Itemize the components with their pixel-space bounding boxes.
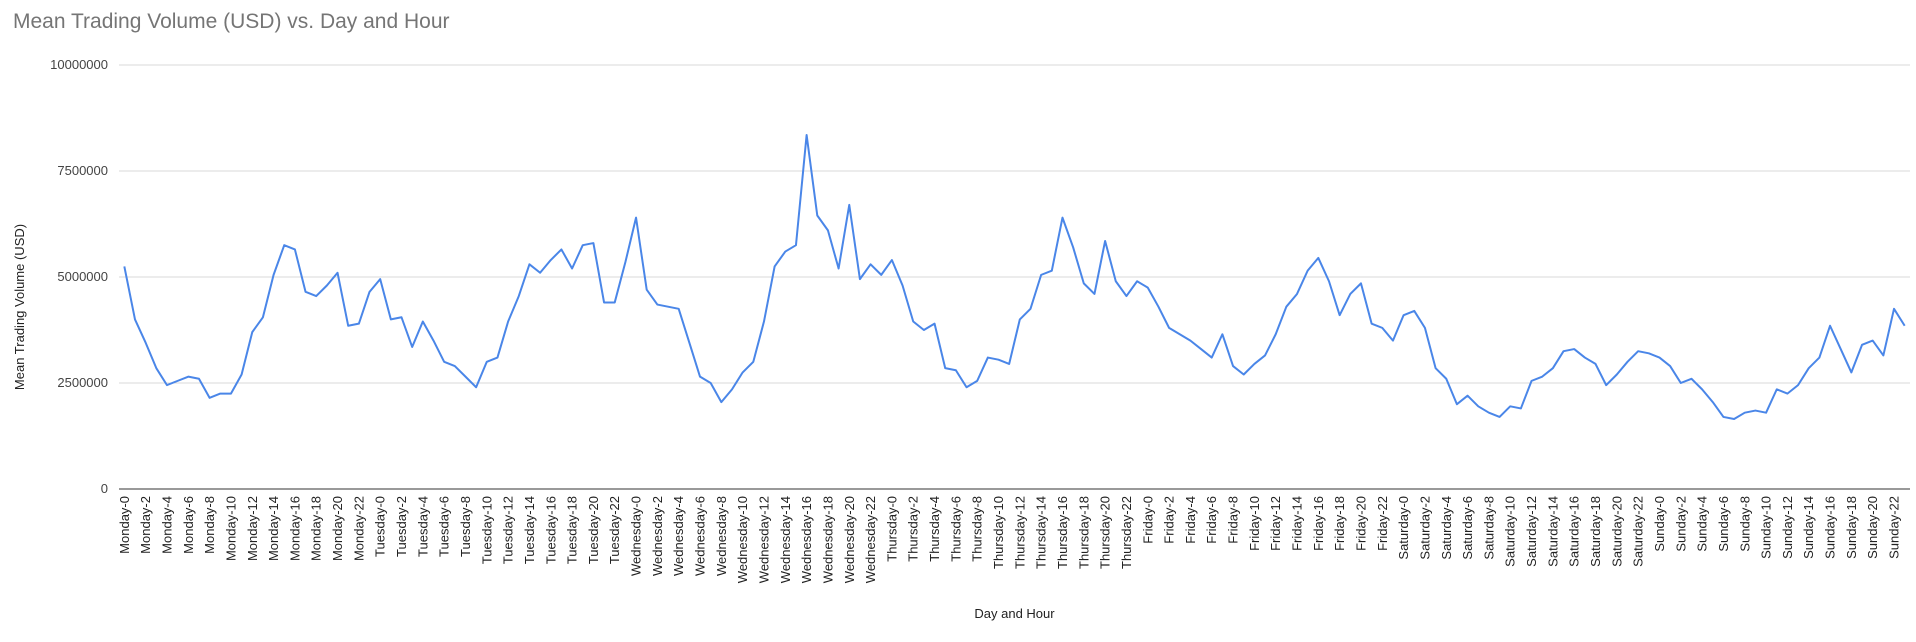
x-tick-label: Saturday-18 — [1588, 496, 1603, 567]
x-tick-label: Tuesday-16 — [543, 496, 558, 564]
series-layer — [123, 133, 1906, 421]
x-tick-label: Sunday-20 — [1865, 496, 1880, 559]
x-tick-label: Friday-12 — [1268, 496, 1283, 551]
x-tick-label: Saturday-8 — [1481, 496, 1496, 560]
x-tick-label: Sunday-2 — [1673, 496, 1688, 552]
x-tick-label: Saturday-20 — [1609, 496, 1624, 567]
x-tick-label: Tuesday-14 — [522, 496, 537, 564]
x-tick-label: Wednesday-10 — [735, 496, 750, 583]
x-tick-label: Sunday-8 — [1737, 496, 1752, 552]
x-tick-label: Friday-18 — [1332, 496, 1347, 551]
x-tick-label: Sunday-10 — [1759, 496, 1774, 559]
chart-title: Mean Trading Volume (USD) vs. Day and Ho… — [13, 10, 450, 33]
x-tick-label: Sunday-6 — [1716, 496, 1731, 552]
x-tick-label: Thursday-0 — [884, 496, 899, 562]
y-tick-label: 2500000 — [57, 375, 108, 390]
x-tick-label: Monday-18 — [309, 496, 324, 561]
x-tick-label: Wednesday-14 — [778, 496, 793, 583]
x-tick-label: Thursday-12 — [1012, 496, 1027, 569]
x-tick-label: Thursday-4 — [927, 496, 942, 562]
x-tick-label: Tuesday-6 — [437, 496, 452, 557]
x-tick-label: Thursday-16 — [1055, 496, 1070, 569]
x-tick-label: Monday-22 — [351, 496, 366, 561]
x-tick-label: Friday-14 — [1290, 496, 1305, 551]
y-tick-label: 7500000 — [57, 163, 108, 178]
x-axis-title: Day and Hour — [974, 606, 1055, 621]
x-tick-label: Thursday-2 — [906, 496, 921, 562]
x-tick-label: Wednesday-4 — [671, 496, 686, 576]
y-tick-label: 10000000 — [50, 57, 108, 72]
x-tick-label: Tuesday-8 — [458, 496, 473, 557]
x-tick-label: Sunday-22 — [1887, 496, 1902, 559]
x-tick-label: Saturday-6 — [1460, 496, 1475, 560]
x-tick-label: Monday-2 — [138, 496, 153, 554]
y-tick-label: 5000000 — [57, 269, 108, 284]
x-tick-label: Saturday-16 — [1567, 496, 1582, 567]
x-tick-label: Tuesday-12 — [501, 496, 516, 564]
x-tick-label: Monday-10 — [223, 496, 238, 561]
x-tick-label: Friday-0 — [1140, 496, 1155, 544]
x-tick-label: Wednesday-16 — [799, 496, 814, 583]
x-tick-label: Monday-6 — [181, 496, 196, 554]
x-tick-label: Saturday-2 — [1417, 496, 1432, 560]
x-tick-label: Monday-12 — [245, 496, 260, 561]
x-tick-label: Friday-16 — [1311, 496, 1326, 551]
gridlines — [119, 64, 1910, 384]
x-tick-label: Sunday-0 — [1652, 496, 1667, 552]
x-tick-label: Saturday-14 — [1545, 496, 1560, 567]
x-tick-label: Tuesday-4 — [415, 496, 430, 557]
x-tick-label: Wednesday-20 — [842, 496, 857, 583]
x-tick-label: Thursday-8 — [970, 496, 985, 562]
x-tick-label: Monday-4 — [159, 496, 174, 554]
x-tick-label: Thursday-18 — [1076, 496, 1091, 569]
x-tick-label: Wednesday-12 — [756, 496, 771, 583]
series-line — [123, 133, 1906, 421]
x-tick-label: Sunday-18 — [1844, 496, 1859, 559]
x-tick-label: Tuesday-20 — [586, 496, 601, 564]
x-tick-label: Wednesday-18 — [820, 496, 835, 583]
x-tick-label: Saturday-10 — [1503, 496, 1518, 567]
x-tick-label: Tuesday-18 — [565, 496, 580, 564]
x-tick-label: Sunday-16 — [1823, 496, 1838, 559]
x-tick-label: Friday-20 — [1353, 496, 1368, 551]
x-tick-label: Sunday-4 — [1695, 496, 1710, 552]
x-tick-label: Thursday-10 — [991, 496, 1006, 569]
x-tick-label: Wednesday-2 — [650, 496, 665, 576]
x-tick-label: Saturday-12 — [1524, 496, 1539, 567]
x-tick-label: Tuesday-2 — [394, 496, 409, 557]
y-tick-label: 0 — [101, 481, 108, 496]
x-tick-label: Friday-2 — [1162, 496, 1177, 544]
x-tick-label: Thursday-20 — [1098, 496, 1113, 569]
x-tick-label: Saturday-4 — [1439, 496, 1454, 560]
x-tick-label: Thursday-14 — [1034, 496, 1049, 569]
x-tick-label: Saturday-0 — [1396, 496, 1411, 560]
x-tick-label: Friday-10 — [1247, 496, 1262, 551]
y-axis-ticks: 0 2500000 5000000 7500000 10000000 — [50, 57, 108, 496]
x-tick-label: Friday-22 — [1375, 496, 1390, 551]
x-tick-label: Monday-14 — [266, 496, 281, 561]
y-axis-title: Mean Trading Volume (USD) — [12, 224, 27, 390]
x-tick-label: Tuesday-22 — [607, 496, 622, 564]
x-tick-label: Thursday-6 — [948, 496, 963, 562]
x-tick-label: Wednesday-22 — [863, 496, 878, 583]
x-tick-label: Friday-6 — [1204, 496, 1219, 544]
x-tick-label: Monday-8 — [202, 496, 217, 554]
x-tick-label: Friday-8 — [1226, 496, 1241, 544]
x-axis-ticks: Monday-0 Monday-2 Monday-4 Monday-6 Monday-8… — [117, 496, 1902, 583]
x-tick-label: Tuesday-10 — [479, 496, 494, 564]
x-tick-label: Sunday-12 — [1780, 496, 1795, 559]
x-tick-label: Sunday-14 — [1801, 496, 1816, 559]
x-tick-label: Tuesday-0 — [373, 496, 388, 557]
x-tick-label: Thursday-22 — [1119, 496, 1134, 569]
x-tick-label: Wednesday-6 — [693, 496, 708, 576]
x-tick-label: Wednesday-8 — [714, 496, 729, 576]
x-tick-label: Saturday-22 — [1631, 496, 1646, 567]
x-tick-label: Monday-20 — [330, 496, 345, 561]
x-tick-label: Friday-4 — [1183, 496, 1198, 544]
x-tick-label: Monday-16 — [287, 496, 302, 561]
x-tick-label: Wednesday-0 — [629, 496, 644, 576]
x-tick-label: Monday-0 — [117, 496, 132, 554]
